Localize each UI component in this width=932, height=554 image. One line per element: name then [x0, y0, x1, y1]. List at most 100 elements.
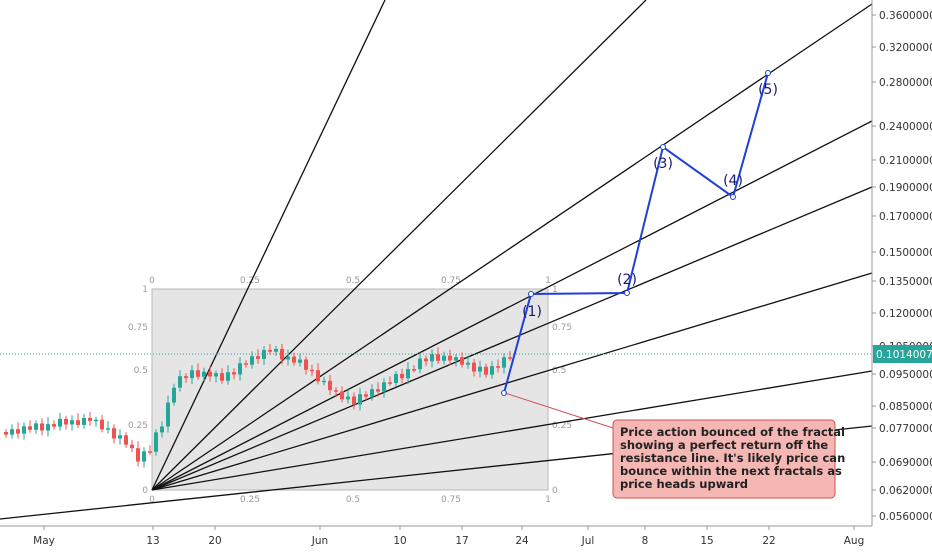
candle-body: [130, 444, 134, 449]
price-tick-label: 0.09500000: [879, 369, 932, 381]
candle-body: [280, 348, 284, 360]
candle-body: [142, 451, 146, 462]
candle-body: [244, 363, 248, 365]
candle-body: [106, 428, 110, 430]
candle-body: [328, 380, 332, 391]
annotation-leader: [504, 392, 614, 429]
price-tick-label: 0.24000000: [879, 121, 932, 133]
annotation: Price action bounced of the fractalshowi…: [504, 392, 845, 499]
time-tick-label: May: [33, 535, 55, 547]
candle-body: [124, 435, 128, 445]
time-tick-label: 13: [146, 535, 159, 547]
candle-body: [22, 426, 26, 434]
fib-left-label: 0.75: [128, 323, 148, 333]
time-tick-label: 15: [700, 535, 713, 547]
candle-body: [454, 357, 458, 361]
fan-line: [151, 272, 873, 491]
fib-top-label: 0.25: [240, 276, 260, 286]
candle-body: [184, 376, 188, 379]
fib-bottom-label: 1: [545, 495, 551, 505]
fib-left-label: 0.25: [128, 421, 148, 431]
fib-top-label: 0.5: [346, 276, 360, 286]
current-price-tag: [873, 345, 932, 363]
price-tick-label: 0.15000000: [879, 247, 932, 259]
fib-bottom-label: 0.5: [346, 495, 360, 505]
candle-body: [496, 366, 500, 368]
fib-bottom-label: 0.25: [240, 495, 260, 505]
candle-body: [160, 426, 164, 433]
candle-body: [178, 376, 182, 388]
candle-body: [154, 432, 158, 452]
price-tick-label: 0.12000000: [879, 308, 932, 320]
candle-body: [256, 356, 260, 359]
candle-body: [10, 429, 14, 435]
candle-body: [82, 417, 86, 425]
time-tick-label: Jul: [581, 535, 595, 547]
time-tick-label: 22: [762, 535, 775, 547]
fib-left-label: 0: [142, 486, 148, 496]
candle-body: [298, 359, 302, 363]
candle-body: [466, 362, 470, 365]
candle-body: [478, 366, 482, 372]
candle-body: [46, 424, 50, 431]
candle-body: [214, 373, 218, 377]
wave-label: (4): [723, 173, 743, 189]
elliott-wave: (1) (2) (3) (4) (5): [501, 70, 778, 396]
price-tick-label: 0.07700000: [879, 423, 932, 435]
wave-point: [765, 70, 771, 76]
candle-body: [484, 366, 488, 375]
fan-line: [151, 120, 873, 491]
candle-body: [226, 372, 230, 381]
candle-body: [268, 349, 272, 352]
candle-body: [334, 390, 338, 392]
annotation-text: resistance line. It's likely price can: [620, 451, 845, 465]
candle-body: [238, 363, 242, 375]
candle-body: [472, 362, 476, 372]
time-tick-label: Jun: [311, 535, 328, 547]
wave-label: (5): [758, 82, 778, 98]
candle-body: [490, 366, 494, 375]
candle-body: [430, 354, 434, 362]
price-tick-label: 0.05600000: [879, 511, 932, 523]
candle-body: [88, 417, 92, 421]
wave-point: [528, 291, 534, 297]
wave-label: (2): [617, 272, 637, 288]
annotation-text: price heads upward: [620, 477, 748, 491]
candle-body: [190, 370, 194, 379]
price-tick-label: 0.17000000: [879, 211, 932, 223]
candle-body: [148, 451, 152, 453]
annotation-text: Price action bounced of the fractal: [620, 425, 845, 439]
candle-body: [340, 391, 344, 400]
candle-body: [388, 382, 392, 384]
fib-top-label: 0: [149, 276, 155, 286]
candles: [4, 343, 512, 468]
candle-body: [202, 371, 206, 377]
candle-body: [262, 349, 266, 359]
fib-top-label: 1: [545, 276, 551, 286]
candle-body: [100, 419, 104, 430]
fib-left-label: 1: [142, 285, 148, 295]
price-tick-label: 0.36000000: [879, 10, 932, 22]
candle-body: [436, 354, 440, 361]
candle-body: [310, 369, 314, 372]
candle-body: [316, 370, 320, 382]
candle-body: [220, 373, 224, 381]
candle-body: [346, 396, 350, 400]
candle-body: [250, 356, 254, 365]
candle-body: [400, 373, 404, 379]
candle-body: [382, 382, 386, 392]
time-tick-label: 20: [208, 535, 221, 547]
candle-body: [172, 387, 176, 403]
price-tick-label: 0.08500000: [879, 401, 932, 413]
candle-body: [166, 402, 170, 427]
wave-point: [624, 290, 630, 296]
annotation-text: showing a perfect return off the: [620, 438, 828, 452]
fib-bottom-label: 0.75: [441, 495, 461, 505]
candle-body: [460, 357, 464, 365]
wave-point: [660, 144, 666, 150]
wave-path: [503, 72, 769, 394]
candle-body: [304, 359, 308, 370]
fan-line: [151, 0, 386, 491]
candle-body: [292, 356, 296, 363]
